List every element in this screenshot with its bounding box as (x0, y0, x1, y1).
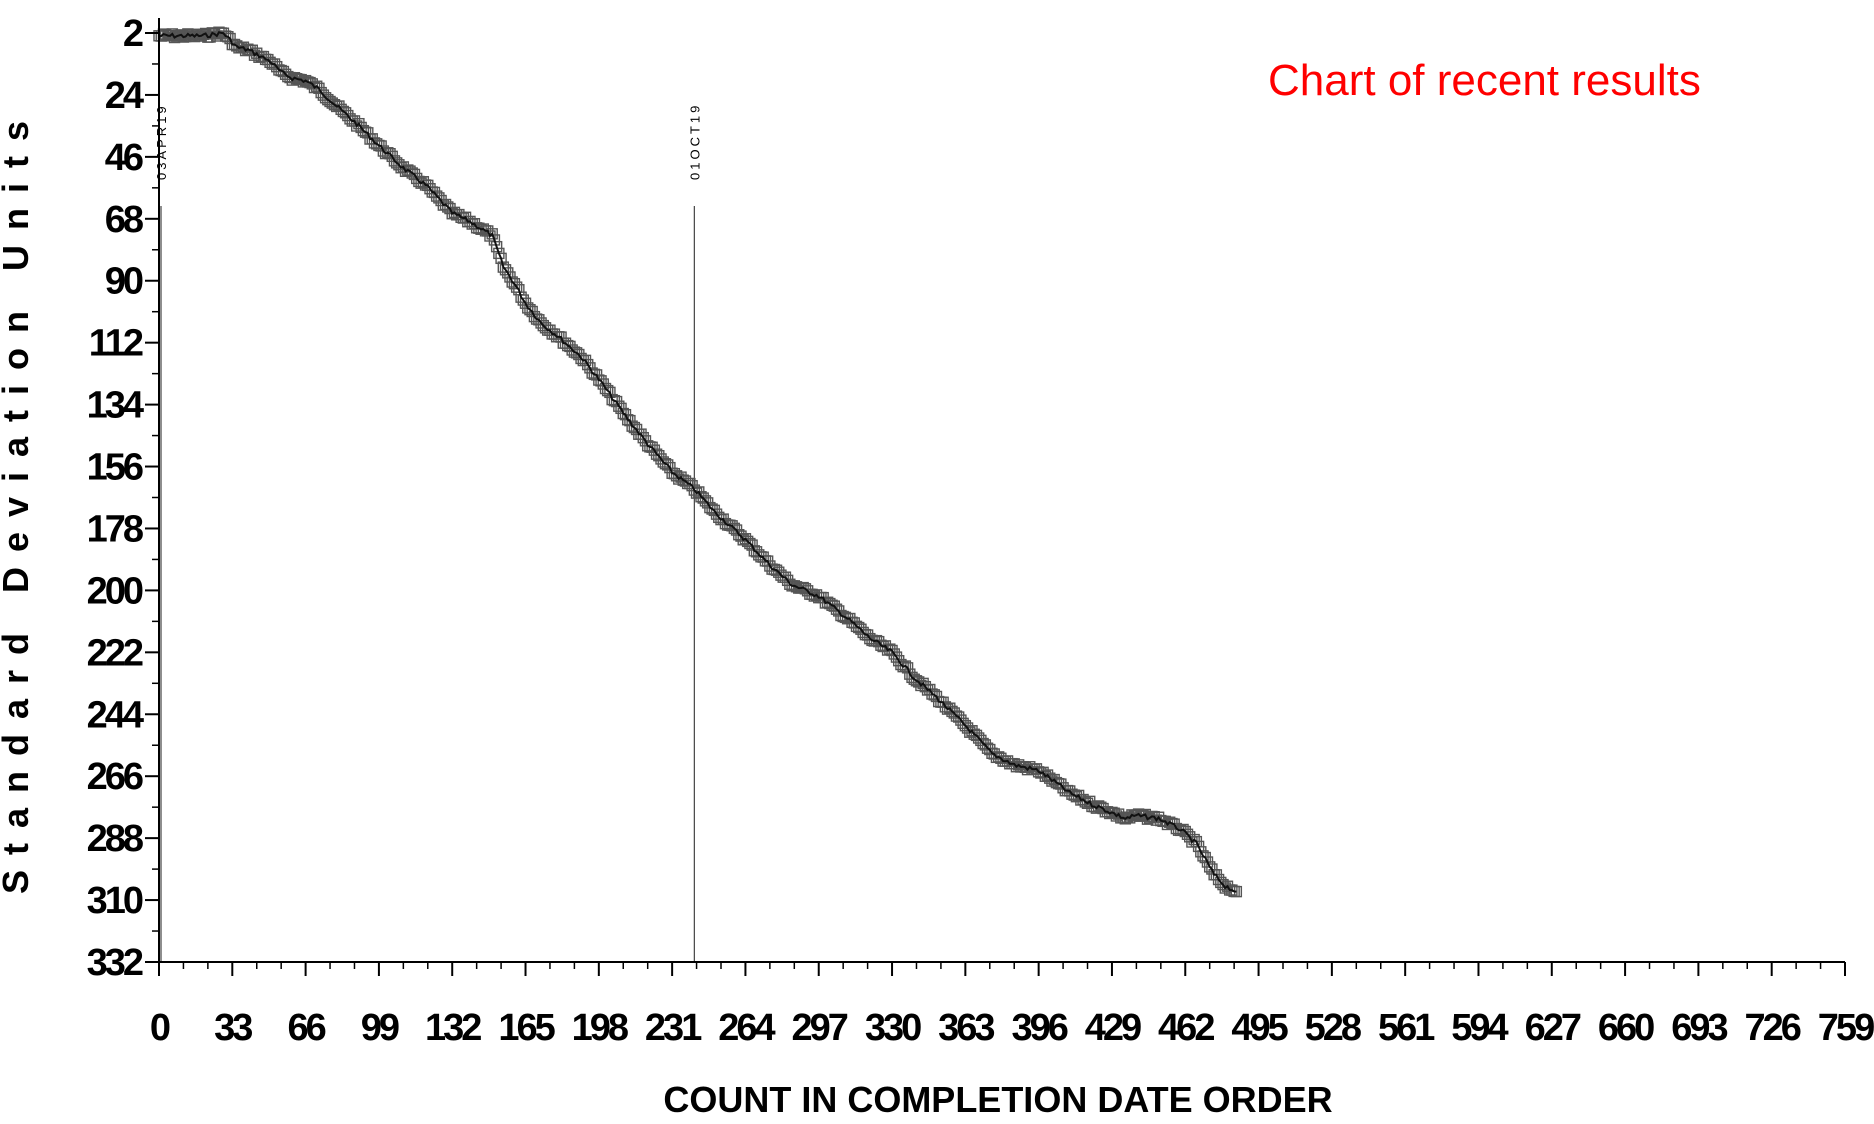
y-tick-label: 178 (87, 508, 143, 550)
x-tick-label: 594 (1451, 1007, 1508, 1049)
x-tick-label: 264 (718, 1007, 775, 1049)
y-ticks: 2 24 46 68 90 112 134 156 178 200 222 244 266 288 310 3… (87, 13, 159, 984)
x-tick-label: 627 (1525, 1007, 1581, 1049)
x-tick-label: 132 (425, 1007, 481, 1049)
x-tick-label: 231 (645, 1007, 702, 1049)
x-tick-label: 330 (865, 1007, 921, 1049)
y-tick-label: 244 (87, 694, 144, 736)
x-tick-label: 726 (1744, 1007, 1800, 1049)
x-tick-label: 495 (1231, 1007, 1288, 1049)
y-tick-label: 222 (87, 632, 143, 674)
y-tick-label: 200 (87, 570, 143, 612)
x-tick-label: 462 (1158, 1007, 1214, 1049)
series-line (158, 31, 1237, 893)
y-tick-label: 156 (87, 447, 143, 489)
y-tick-label: 288 (87, 818, 143, 860)
x-tick-label: 396 (1011, 1007, 1067, 1049)
y-tick-label: 90 (105, 261, 143, 303)
x-tick-label: 693 (1671, 1007, 1727, 1049)
x-tick-label: 660 (1598, 1007, 1654, 1049)
y-tick-label: 134 (87, 385, 144, 427)
x-ticks: 0 33 66 99 132 165 198 231 264 297 330 363 396 429 462… (150, 962, 1874, 1049)
y-tick-label: 24 (105, 75, 144, 117)
x-tick-label: 165 (498, 1007, 555, 1049)
reference-lines: 03APR19 01OCT19 (154, 103, 702, 962)
x-tick-label: 0 (150, 1007, 170, 1049)
x-tick-label: 297 (792, 1007, 848, 1049)
series-layer (153, 26, 1243, 898)
x-tick-label: 759 (1818, 1007, 1874, 1049)
x-axis-title: COUNT IN COMPLETION DATE ORDER (663, 1079, 1332, 1120)
y-tick-label: 332 (87, 942, 143, 984)
y-tick-label: 46 (105, 137, 143, 179)
y-tick-label: 310 (87, 880, 143, 922)
x-tick-label: 528 (1305, 1007, 1361, 1049)
reference-line-label: 01OCT19 (687, 103, 702, 180)
x-tick-label: 33 (214, 1007, 252, 1049)
y-tick-label: 266 (87, 756, 143, 798)
y-tick-label: 2 (123, 13, 143, 55)
chart-overlay-text: Chart of recent results (1268, 56, 1701, 105)
x-tick-label: 363 (938, 1007, 994, 1049)
y-tick-label: 112 (89, 323, 143, 365)
axes (158, 18, 1845, 963)
data-point (495, 252, 507, 265)
x-tick-label: 99 (361, 1007, 399, 1049)
x-tick-label: 198 (572, 1007, 628, 1049)
x-tick-label: 561 (1378, 1007, 1435, 1049)
reference-line-label: 03APR19 (154, 103, 169, 180)
data-point (490, 240, 503, 253)
series-markers (153, 26, 1243, 898)
data-point (486, 228, 498, 240)
data-point (1230, 885, 1243, 898)
x-tick-label: 429 (1085, 1007, 1141, 1049)
y-tick-label: 68 (105, 199, 143, 241)
y-axis-title: Standard Deviation Units (0, 106, 36, 894)
data-point (488, 234, 501, 246)
x-tick-label: 66 (287, 1007, 325, 1049)
